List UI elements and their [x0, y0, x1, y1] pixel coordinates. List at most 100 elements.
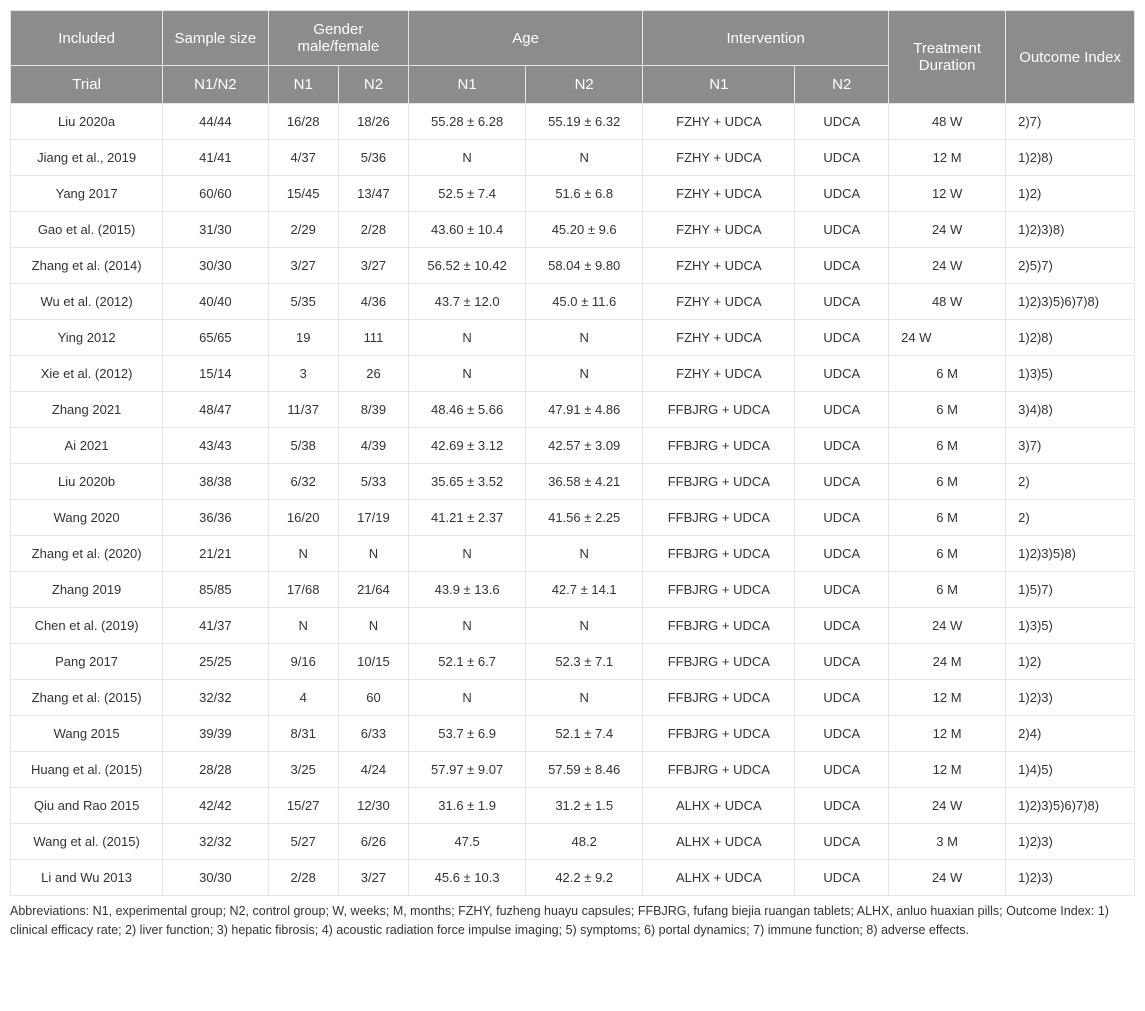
cell-duration: 6 M	[889, 500, 1006, 536]
cell-int-n1: FFBJRG + UDCA	[643, 572, 795, 608]
cell-gender-n2: N	[338, 608, 408, 644]
cell-trial: Huang et al. (2015)	[11, 752, 163, 788]
cell-duration: 12 W	[889, 176, 1006, 212]
cell-int-n1: FFBJRG + UDCA	[643, 608, 795, 644]
cell-int-n2: UDCA	[795, 824, 889, 860]
cell-int-n2: UDCA	[795, 464, 889, 500]
cell-gender-n2: 5/36	[338, 140, 408, 176]
cell-gender-n2: 18/26	[338, 104, 408, 140]
cell-gender-n1: 9/16	[268, 644, 338, 680]
cell-gender-n1: 5/27	[268, 824, 338, 860]
cell-gender-n1: 3	[268, 356, 338, 392]
cell-duration: 48 W	[889, 284, 1006, 320]
header-gender-n2: N2	[338, 66, 408, 104]
cell-gender-n1: 8/31	[268, 716, 338, 752]
header-gender: Gender male/female	[268, 11, 409, 66]
header-intervention: Intervention	[643, 11, 889, 66]
cell-int-n1: FZHY + UDCA	[643, 176, 795, 212]
cell-trial: Chen et al. (2019)	[11, 608, 163, 644]
cell-trial: Wu et al. (2012)	[11, 284, 163, 320]
cell-gender-n1: 16/20	[268, 500, 338, 536]
cell-gender-n1: 5/38	[268, 428, 338, 464]
cell-age-n2: 45.20 ± 9.6	[526, 212, 643, 248]
cell-age-n1: 43.60 ± 10.4	[409, 212, 526, 248]
cell-gender-n2: 60	[338, 680, 408, 716]
cell-trial: Li and Wu 2013	[11, 860, 163, 896]
cell-age-n1: N	[409, 356, 526, 392]
cell-int-n1: FFBJRG + UDCA	[643, 500, 795, 536]
table-row: Ai 202143/435/384/3942.69 ± 3.1242.57 ± …	[11, 428, 1135, 464]
table-row: Wang et al. (2015)32/325/276/2647.548.2A…	[11, 824, 1135, 860]
cell-age-n2: 45.0 ± 11.6	[526, 284, 643, 320]
cell-outcome: 1)5)7)	[1006, 572, 1135, 608]
cell-duration: 6 M	[889, 356, 1006, 392]
cell-gender-n1: 3/27	[268, 248, 338, 284]
table-row: Pang 201725/259/1610/1552.1 ± 6.752.3 ± …	[11, 644, 1135, 680]
cell-gender-n2: 4/24	[338, 752, 408, 788]
cell-gender-n1: 19	[268, 320, 338, 356]
cell-int-n2: UDCA	[795, 428, 889, 464]
table-row: Wu et al. (2012)40/405/354/3643.7 ± 12.0…	[11, 284, 1135, 320]
table-row: Gao et al. (2015)31/302/292/2843.60 ± 10…	[11, 212, 1135, 248]
cell-duration: 24 M	[889, 644, 1006, 680]
header-int-n2: N2	[795, 66, 889, 104]
cell-trial: Pang 2017	[11, 644, 163, 680]
cell-gender-n2: 13/47	[338, 176, 408, 212]
cell-trial: Zhang et al. (2020)	[11, 536, 163, 572]
cell-sample: 30/30	[163, 860, 268, 896]
cell-outcome: 2)5)7)	[1006, 248, 1135, 284]
cell-duration: 24 W	[889, 788, 1006, 824]
cell-age-n2: 47.91 ± 4.86	[526, 392, 643, 428]
cell-trial: Yang 2017	[11, 176, 163, 212]
cell-trial: Xie et al. (2012)	[11, 356, 163, 392]
cell-sample: 39/39	[163, 716, 268, 752]
cell-outcome: 1)2)3)5)8)	[1006, 536, 1135, 572]
cell-sample: 32/32	[163, 824, 268, 860]
cell-age-n1: 45.6 ± 10.3	[409, 860, 526, 896]
cell-duration: 6 M	[889, 464, 1006, 500]
cell-gender-n2: 111	[338, 320, 408, 356]
cell-gender-n1: 5/35	[268, 284, 338, 320]
table-row: Chen et al. (2019)41/37NNNNFFBJRG + UDCA…	[11, 608, 1135, 644]
cell-gender-n2: 6/26	[338, 824, 408, 860]
header-gender-n1: N1	[268, 66, 338, 104]
cell-outcome: 1)2)3)8)	[1006, 212, 1135, 248]
cell-age-n2: 51.6 ± 6.8	[526, 176, 643, 212]
cell-int-n1: FFBJRG + UDCA	[643, 752, 795, 788]
table-row: Yang 201760/6015/4513/4752.5 ± 7.451.6 ±…	[11, 176, 1135, 212]
cell-age-n1: N	[409, 140, 526, 176]
cell-outcome: 2)4)	[1006, 716, 1135, 752]
cell-sample: 85/85	[163, 572, 268, 608]
cell-duration: 6 M	[889, 572, 1006, 608]
cell-outcome: 3)7)	[1006, 428, 1135, 464]
cell-age-n1: N	[409, 680, 526, 716]
cell-trial: Wang 2015	[11, 716, 163, 752]
cell-sample: 41/41	[163, 140, 268, 176]
cell-int-n2: UDCA	[795, 644, 889, 680]
cell-gender-n1: 11/37	[268, 392, 338, 428]
table-row: Wang 202036/3616/2017/1941.21 ± 2.3741.5…	[11, 500, 1135, 536]
cell-sample: 42/42	[163, 788, 268, 824]
table-caption: Abbreviations: N1, experimental group; N…	[10, 902, 1135, 940]
cell-int-n2: UDCA	[795, 392, 889, 428]
cell-int-n1: ALHX + UDCA	[643, 824, 795, 860]
header-age-n1: N1	[409, 66, 526, 104]
cell-sample: 43/43	[163, 428, 268, 464]
cell-duration: 12 M	[889, 752, 1006, 788]
cell-int-n2: UDCA	[795, 356, 889, 392]
table-header: Included Sample size Gender male/female …	[11, 11, 1135, 104]
cell-int-n2: UDCA	[795, 284, 889, 320]
cell-gender-n2: 6/33	[338, 716, 408, 752]
cell-duration: 6 M	[889, 536, 1006, 572]
cell-int-n2: UDCA	[795, 788, 889, 824]
cell-duration: 24 W	[889, 608, 1006, 644]
cell-int-n1: FZHY + UDCA	[643, 356, 795, 392]
cell-trial: Ai 2021	[11, 428, 163, 464]
cell-age-n1: 55.28 ± 6.28	[409, 104, 526, 140]
cell-int-n2: UDCA	[795, 104, 889, 140]
cell-gender-n1: 17/68	[268, 572, 338, 608]
cell-int-n1: FZHY + UDCA	[643, 284, 795, 320]
cell-int-n2: UDCA	[795, 680, 889, 716]
cell-gender-n2: 3/27	[338, 860, 408, 896]
cell-gender-n2: 3/27	[338, 248, 408, 284]
